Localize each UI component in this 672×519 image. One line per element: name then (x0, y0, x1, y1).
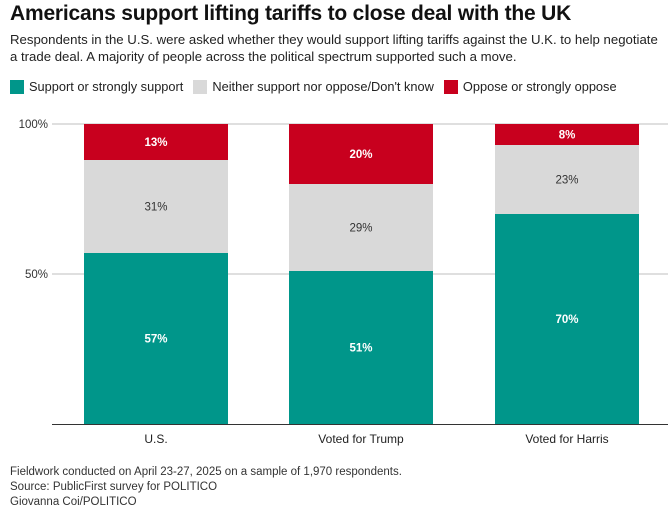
data-label-support-1: 51% (349, 343, 372, 355)
legend-item-neither: Neither support nor oppose/Don't know (193, 79, 434, 94)
data-label-neither-0: 31% (144, 202, 167, 214)
legend-label-neither: Neither support nor oppose/Don't know (212, 79, 434, 94)
chart-subtitle: Respondents in the U.S. were asked wheth… (10, 32, 658, 64)
data-label-oppose-1: 20% (349, 149, 372, 161)
legend-item-support: Support or strongly support (10, 79, 183, 94)
source-note: Source: PublicFirst survey for POLITICO (10, 481, 218, 493)
x-category-label-0: U.S. (144, 432, 167, 446)
credit-note: Giovanna Coi/POLITICO (10, 496, 137, 508)
data-label-support-2: 70% (555, 314, 578, 326)
bar-segment-oppose-1 (289, 124, 433, 184)
stacked-bar-chart: 100% 50% 57% 31% 13% U.S. 51% 29% 20% Voted for T… (19, 119, 668, 446)
data-label-neither-2: 23% (555, 175, 578, 187)
x-category-label-1: Voted for Trump (318, 432, 404, 446)
y-tick-label-100: 100% (19, 119, 48, 131)
bar-segment-oppose-2 (495, 124, 639, 145)
fieldwork-note: Fieldwork conducted on April 23-27, 2025… (10, 466, 402, 478)
y-tick-label-50: 50% (25, 269, 48, 281)
data-label-neither-1: 29% (349, 223, 372, 235)
data-label-oppose-0: 13% (144, 137, 167, 149)
chart-title: Americans support lifting tariffs to clo… (10, 2, 572, 25)
bar-segment-support-2 (495, 214, 639, 424)
legend-swatch-oppose (443, 79, 458, 94)
bar-segment-support-0 (84, 253, 228, 424)
legend-label-support: Support or strongly support (29, 79, 184, 94)
legend: Support or strongly support Neither supp… (10, 79, 627, 94)
bar-segment-support-1 (289, 271, 433, 424)
bar-segment-oppose-0 (84, 124, 228, 160)
legend-item-oppose: Oppose or strongly oppose (443, 79, 617, 94)
legend-label-oppose: Oppose or strongly oppose (462, 79, 617, 94)
legend-swatch-support (10, 79, 24, 94)
footer: Fieldwork conducted on April 23-27, 2025… (10, 465, 402, 510)
x-category-label-2: Voted for Harris (525, 432, 608, 446)
bar-segment-neither-2 (495, 145, 639, 214)
legend-swatch-neither (193, 79, 208, 94)
bar-segment-neither-1 (289, 184, 433, 271)
data-label-support-0: 57% (144, 334, 167, 346)
bar-segment-neither-0 (84, 160, 228, 253)
data-label-oppose-2: 8% (559, 130, 576, 142)
